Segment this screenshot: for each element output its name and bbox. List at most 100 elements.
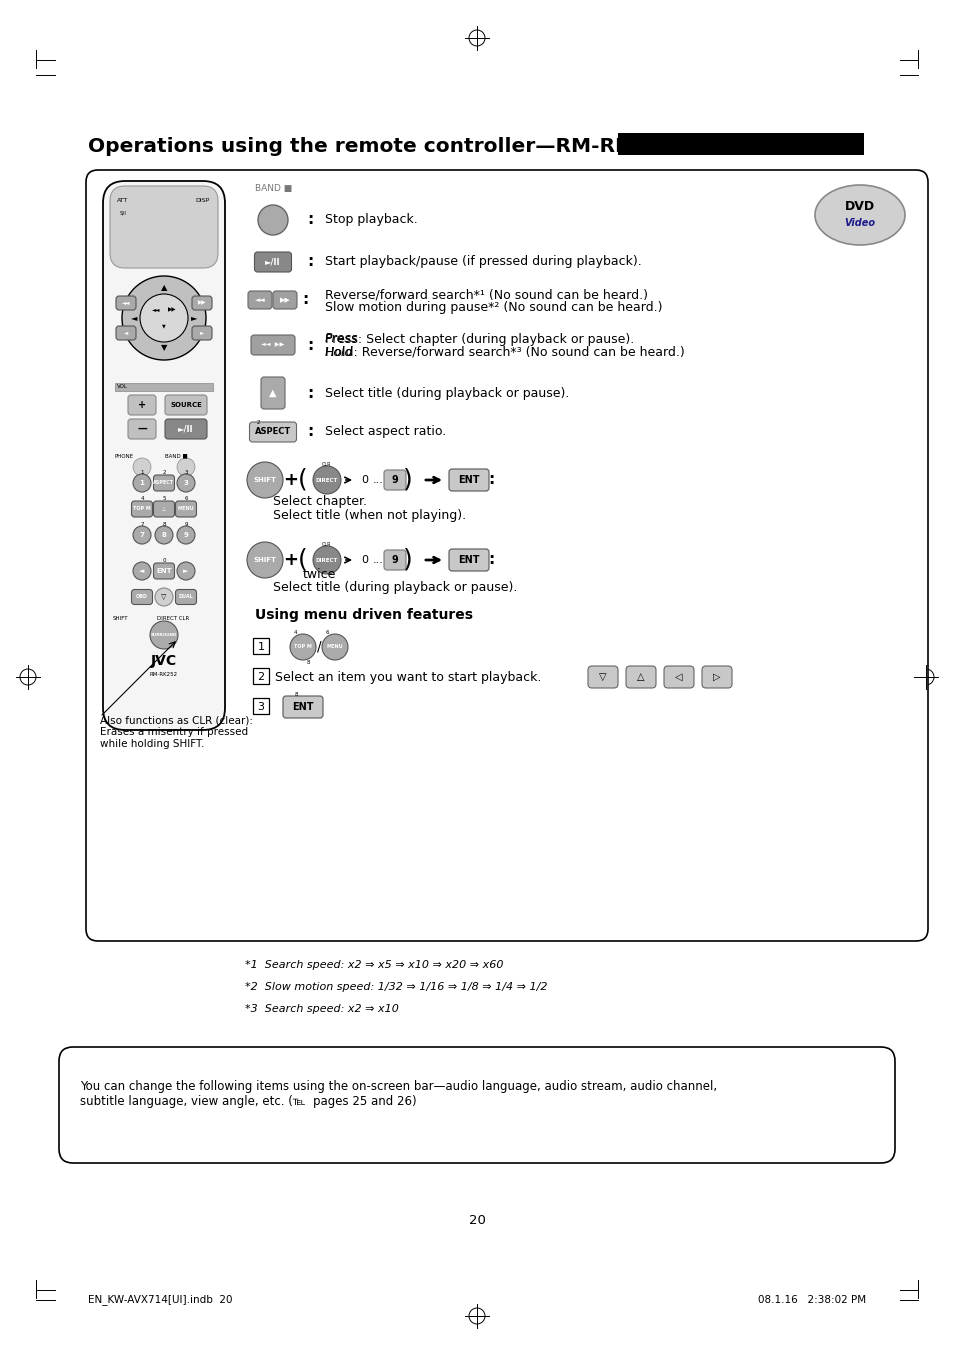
Text: +: + bbox=[138, 399, 146, 410]
Circle shape bbox=[132, 525, 151, 544]
Text: 9: 9 bbox=[183, 532, 189, 538]
Text: :: : bbox=[307, 255, 313, 269]
FancyBboxPatch shape bbox=[248, 291, 272, 309]
Text: TOP M: TOP M bbox=[132, 506, 151, 512]
Circle shape bbox=[313, 466, 340, 494]
Text: 2: 2 bbox=[256, 420, 260, 425]
Text: ▶▶: ▶▶ bbox=[279, 297, 290, 303]
Text: 2: 2 bbox=[162, 470, 166, 474]
Circle shape bbox=[313, 546, 340, 574]
Text: Select aspect ratio.: Select aspect ratio. bbox=[325, 425, 446, 439]
Text: 0: 0 bbox=[361, 555, 368, 565]
Text: ◄◄: ◄◄ bbox=[122, 301, 131, 306]
Text: TOP M: TOP M bbox=[294, 645, 312, 650]
Circle shape bbox=[257, 204, 288, 236]
Text: ►/II: ►/II bbox=[265, 257, 280, 267]
Text: PHONE: PHONE bbox=[115, 454, 134, 459]
Text: 1: 1 bbox=[139, 481, 144, 486]
Text: BAND ■: BAND ■ bbox=[254, 184, 292, 192]
Text: Select title (during playback or pause).: Select title (during playback or pause). bbox=[325, 386, 569, 399]
Text: DIRECT: DIRECT bbox=[315, 478, 337, 482]
Text: ENT: ENT bbox=[156, 567, 172, 574]
Text: Operations using the remote controller—RM-RK252: Operations using the remote controller—R… bbox=[88, 138, 672, 157]
Text: 3: 3 bbox=[184, 470, 188, 474]
Circle shape bbox=[177, 562, 194, 580]
Text: 20: 20 bbox=[468, 1213, 485, 1227]
Text: 4: 4 bbox=[293, 631, 296, 635]
Text: 08.1.16   2:38:02 PM: 08.1.16 2:38:02 PM bbox=[757, 1294, 865, 1305]
Text: DUAL: DUAL bbox=[178, 594, 193, 600]
FancyBboxPatch shape bbox=[132, 589, 152, 604]
Text: Hold: Hold bbox=[325, 345, 353, 359]
Text: JVC: JVC bbox=[151, 654, 177, 668]
Text: 9: 9 bbox=[392, 555, 398, 565]
Circle shape bbox=[177, 525, 194, 544]
Text: /: / bbox=[316, 640, 321, 654]
Text: SURROUND: SURROUND bbox=[151, 634, 177, 636]
Text: ◄: ◄ bbox=[139, 567, 145, 574]
Text: Start playback/pause (if pressed during playback).: Start playback/pause (if pressed during … bbox=[325, 256, 641, 268]
Text: ▽: ▽ bbox=[161, 594, 167, 600]
FancyBboxPatch shape bbox=[250, 422, 296, 441]
Bar bbox=[618, 133, 863, 154]
Circle shape bbox=[122, 276, 206, 360]
Text: Press: Select chapter (during playback or pause).: Press: Select chapter (during playback o… bbox=[325, 333, 634, 345]
Text: 8: 8 bbox=[162, 521, 166, 527]
Text: 1: 1 bbox=[140, 470, 144, 474]
Circle shape bbox=[132, 562, 151, 580]
Text: DIRECT CLR: DIRECT CLR bbox=[157, 616, 189, 621]
Text: ▼: ▼ bbox=[161, 344, 167, 352]
Text: Stop playback.: Stop playback. bbox=[325, 214, 417, 226]
Text: ►/II: ►/II bbox=[178, 425, 193, 433]
Text: :: : bbox=[307, 213, 313, 227]
Text: ENT: ENT bbox=[457, 475, 479, 485]
Text: ▷: ▷ bbox=[713, 672, 720, 682]
Text: *2  Slow motion speed: 1/32 ⇒ 1/16 ⇒ 1/8 ⇒ 1/4 ⇒ 1/2: *2 Slow motion speed: 1/32 ⇒ 1/16 ⇒ 1/8 … bbox=[245, 982, 547, 992]
Text: Press: Press bbox=[325, 333, 358, 345]
FancyBboxPatch shape bbox=[175, 589, 196, 604]
FancyBboxPatch shape bbox=[587, 666, 618, 688]
Text: SOURCE: SOURCE bbox=[170, 402, 202, 408]
Text: 8: 8 bbox=[294, 692, 298, 696]
Text: SHIFT: SHIFT bbox=[112, 616, 129, 621]
Text: ): ) bbox=[403, 548, 413, 571]
FancyBboxPatch shape bbox=[59, 1047, 894, 1163]
Text: 7: 7 bbox=[140, 521, 144, 527]
FancyBboxPatch shape bbox=[253, 638, 269, 654]
Text: —: — bbox=[137, 424, 147, 435]
Text: VOL: VOL bbox=[117, 385, 128, 390]
Text: :: : bbox=[301, 292, 308, 307]
Text: You can change the following items using the on-screen bar—audio language, audio: You can change the following items using… bbox=[80, 1080, 717, 1108]
FancyBboxPatch shape bbox=[116, 326, 136, 340]
Ellipse shape bbox=[814, 185, 904, 245]
Text: Hold: Reverse/forward search*³ (No sound can be heard.): Hold: Reverse/forward search*³ (No sound… bbox=[325, 345, 684, 359]
Circle shape bbox=[247, 542, 283, 578]
Text: Select an item you want to start playback.: Select an item you want to start playbac… bbox=[274, 670, 540, 684]
FancyBboxPatch shape bbox=[153, 475, 174, 492]
FancyBboxPatch shape bbox=[254, 252, 292, 272]
Text: +: + bbox=[283, 551, 298, 569]
Text: 3: 3 bbox=[183, 481, 189, 486]
Text: ASPECT: ASPECT bbox=[254, 428, 291, 436]
Text: Reverse/forward search*¹ (No sound can be heard.): Reverse/forward search*¹ (No sound can b… bbox=[325, 288, 647, 302]
Text: SHIFT: SHIFT bbox=[253, 556, 276, 563]
FancyBboxPatch shape bbox=[128, 418, 156, 439]
Text: ◄◄: ◄◄ bbox=[152, 307, 160, 313]
Text: :: : bbox=[487, 552, 494, 567]
Text: ▶▶: ▶▶ bbox=[197, 301, 206, 306]
Circle shape bbox=[154, 525, 172, 544]
Text: *1  Search speed: x2 ⇒ x5 ⇒ x10 ⇒ x20 ⇒ x60: *1 Search speed: x2 ⇒ x5 ⇒ x10 ⇒ x20 ⇒ x… bbox=[245, 960, 503, 969]
Text: ENT: ENT bbox=[457, 555, 479, 565]
FancyBboxPatch shape bbox=[86, 171, 927, 941]
Text: (: ( bbox=[297, 548, 308, 571]
Text: 9: 9 bbox=[184, 521, 188, 527]
Text: MENU: MENU bbox=[177, 506, 194, 512]
FancyBboxPatch shape bbox=[273, 291, 296, 309]
Text: △: △ bbox=[637, 672, 644, 682]
FancyBboxPatch shape bbox=[253, 699, 269, 714]
Text: 7: 7 bbox=[139, 532, 144, 538]
FancyBboxPatch shape bbox=[110, 185, 218, 268]
Circle shape bbox=[247, 462, 283, 498]
Text: Using menu driven features: Using menu driven features bbox=[254, 608, 473, 621]
Text: 4: 4 bbox=[140, 496, 144, 501]
